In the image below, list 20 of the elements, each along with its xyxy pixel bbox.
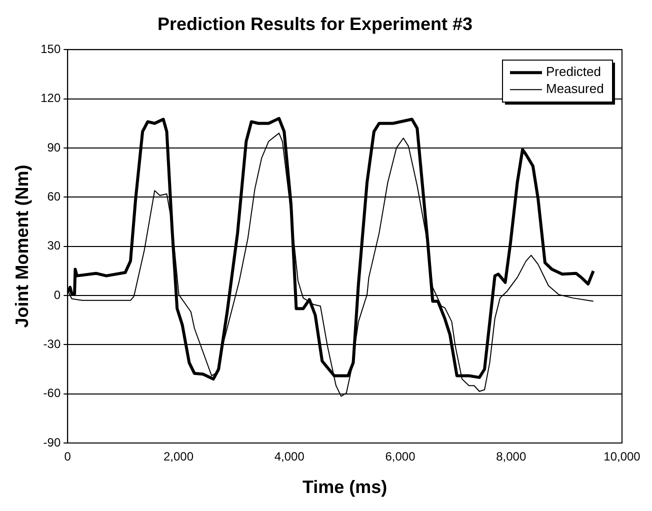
x-tick-label: 6,000: [385, 450, 416, 464]
y-tick-label: 30: [47, 238, 61, 253]
y-tick-label: -30: [43, 336, 61, 351]
x-tick-label: 8,000: [496, 450, 526, 464]
x-tick-label: 4,000: [274, 450, 305, 464]
legend-label: Measured: [546, 81, 604, 96]
chart-title: Prediction Results for Experiment #3: [157, 14, 473, 34]
y-tick-label: -60: [43, 386, 61, 400]
y-tick-label: 0: [54, 288, 61, 302]
y-tick-label: 90: [47, 140, 61, 154]
y-axis-title: Joint Moment (Nm): [12, 164, 32, 328]
y-tick-label: -90: [43, 435, 61, 450]
x-tick-label: 10,000: [604, 450, 641, 464]
x-axis-title: Time (ms): [302, 477, 388, 498]
x-tick-label: 0: [64, 450, 72, 464]
y-tick-label: 60: [47, 189, 61, 204]
y-tick-label: 120: [40, 91, 61, 106]
x-tick-label: 2,000: [163, 450, 194, 464]
legend-label: Predicted: [546, 64, 601, 80]
y-tick-label: 150: [40, 42, 61, 56]
